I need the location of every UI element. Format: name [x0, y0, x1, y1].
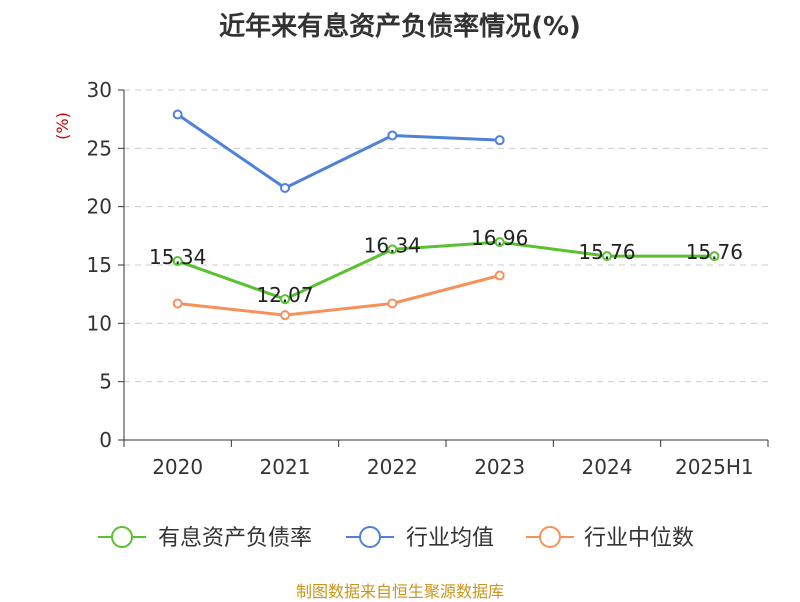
y-tick-label: 15 [87, 253, 112, 277]
data-point [387, 130, 398, 141]
data-point [387, 298, 398, 309]
chart-title: 近年来有息资产负债率情况(%) [219, 12, 581, 42]
data-point [602, 251, 612, 262]
data-point [709, 251, 720, 262]
legend-label: 行业中位数 [584, 526, 694, 551]
legend-marker [539, 526, 561, 548]
source-note: 制图数据来自恒生聚源数据库 [295, 582, 504, 601]
grid-lines [124, 89, 768, 383]
data-point [172, 256, 183, 267]
x-tick-label: 2025H1 [675, 455, 754, 479]
x-tick-label: 2022 [367, 455, 418, 479]
data-label: 16.96 [471, 226, 528, 250]
x-tick-label: 2021 [260, 455, 311, 479]
data-point [280, 183, 290, 193]
y-tick-label: 20 [87, 195, 112, 219]
data-point [280, 310, 290, 321]
data-label: 12.07 [256, 283, 313, 307]
x-tick-label: 2023 [474, 455, 525, 479]
data-label: 16.34 [364, 233, 421, 257]
data-point [494, 135, 505, 146]
y-tick-label: 0 [99, 428, 112, 452]
x-tick-label: 2020 [152, 455, 203, 479]
x-tick-label: 2024 [582, 455, 633, 479]
legend-item: 行业中位数 [526, 526, 694, 551]
y-tick-label: 10 [87, 311, 112, 335]
data-point [280, 294, 290, 305]
legend-marker [359, 526, 381, 548]
data-label: 15.34 [149, 245, 206, 269]
y-tick-label: 5 [99, 370, 112, 394]
series-lines [172, 109, 720, 321]
legend-label: 有息资产负债率 [158, 526, 312, 551]
data-label: 15.76 [578, 240, 635, 264]
legend-label: 行业均值 [406, 526, 494, 551]
data-point [494, 270, 505, 281]
y-tick-label: 30 [87, 78, 112, 102]
data-point [172, 298, 183, 309]
data-labels: 15.34 12.07 16.34 16.96 15.76 15.76 [149, 226, 743, 307]
data-point [387, 244, 398, 255]
series-line [177, 240, 715, 301]
legend: 有息资产负债率 行业均值 行业中位数 [98, 526, 694, 551]
data-point [172, 109, 183, 120]
data-point [494, 237, 505, 248]
legend-item: 有息资产负债率 [98, 526, 312, 551]
series-line [177, 274, 501, 317]
legend-item: 行业均值 [346, 526, 494, 551]
axes: 0 5 10 15 20 25 30 (%) 2020 2021 2022 2023 2024 2025H… [53, 78, 769, 479]
data-label: 15.76 [686, 240, 743, 264]
y-tick-label: 25 [87, 136, 112, 160]
y-axis-label: (%) [53, 112, 72, 140]
series-line [176, 113, 500, 190]
legend-marker [111, 526, 133, 548]
